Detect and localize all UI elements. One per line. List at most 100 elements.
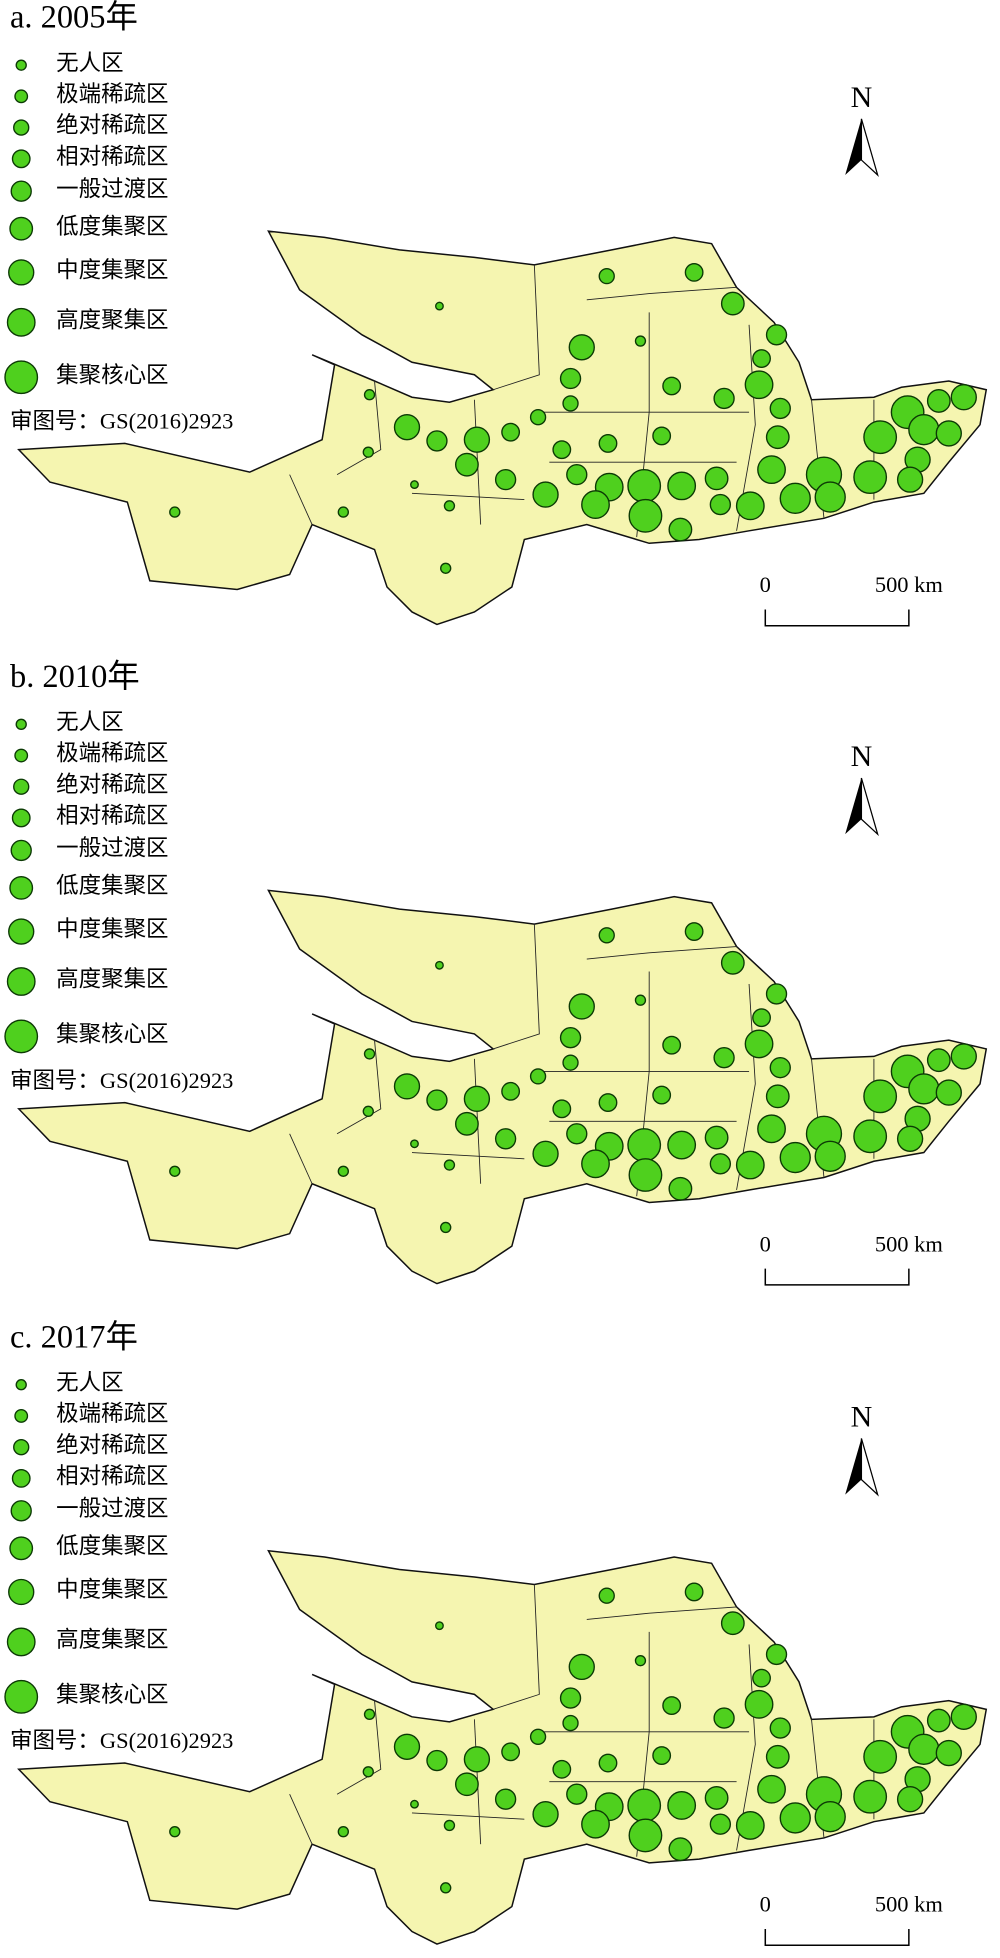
city-symbol (443, 500, 456, 512)
scale-label: 500 km (875, 1231, 944, 1256)
city-symbol (652, 426, 672, 446)
legend-label: 无人区 (56, 1370, 123, 1395)
city-symbol (935, 1739, 962, 1767)
legend-label: 相对稀疏区 (56, 803, 168, 828)
city-symbol (926, 389, 951, 413)
city-symbol (908, 1073, 940, 1105)
city-symbol (552, 440, 572, 460)
city-symbol (568, 334, 595, 361)
province-border (289, 474, 313, 525)
city-symbol (566, 1123, 588, 1145)
city-symbol (463, 1085, 491, 1113)
city-symbol (454, 1111, 479, 1136)
city-symbol (779, 1802, 811, 1834)
city-symbol (494, 1788, 517, 1810)
city-symbol (713, 387, 735, 410)
city-symbol (720, 291, 745, 316)
north-label: N (851, 81, 873, 114)
city-symbol (744, 1029, 774, 1059)
city-symbol (704, 466, 729, 491)
legend-label: 低度集聚区 (56, 214, 168, 239)
legend-symbol (13, 778, 30, 795)
scale-label: 0 (760, 1892, 771, 1917)
city-symbol (926, 1048, 951, 1073)
city-symbol (720, 1611, 745, 1636)
city-symbol (950, 1703, 977, 1730)
legend-label: 集聚核心区 (56, 362, 168, 387)
scale-bar (764, 1268, 910, 1286)
province-border (336, 1700, 382, 1795)
city-symbol (735, 1811, 765, 1840)
city-symbol (908, 414, 940, 446)
city-symbol (765, 1084, 790, 1109)
city-symbol (627, 1788, 662, 1823)
city-symbol (863, 1739, 898, 1774)
north-label: N (851, 740, 873, 773)
legend-symbol (8, 1578, 35, 1606)
city-symbol (652, 1085, 672, 1105)
city-symbol (896, 1786, 924, 1813)
city-symbol (501, 1742, 521, 1762)
city-symbol (440, 1221, 452, 1234)
city-symbol (627, 468, 662, 503)
city-symbol (634, 994, 647, 1006)
legend-symbol (6, 307, 36, 337)
city-symbol (410, 1799, 419, 1809)
city-symbol (443, 1819, 456, 1832)
city-symbol (169, 1165, 181, 1177)
city-symbol (562, 395, 579, 412)
legend-symbol (10, 180, 32, 202)
city-symbol (752, 349, 771, 368)
legend-symbol (15, 1379, 27, 1391)
legend-label: 集聚核心区 (56, 1022, 168, 1047)
city-symbol (426, 430, 448, 452)
north-arrow-left (845, 778, 862, 835)
city-symbol (598, 927, 615, 944)
north-arrow-left (845, 1438, 862, 1495)
city-symbol (410, 480, 419, 490)
legend-label: 集聚核心区 (56, 1682, 168, 1707)
city-symbol (454, 452, 479, 477)
legend-symbol (15, 718, 27, 730)
city-symbol (363, 389, 376, 401)
city-symbol (559, 1687, 582, 1709)
scale-label: 500 km (875, 572, 944, 597)
city-symbol (627, 1128, 662, 1162)
map-panel: a. 2005年无人区极端稀疏区绝对稀疏区相对稀疏区一般过渡区低度集聚区中度集聚… (4, 0, 988, 627)
legend-symbol (14, 1409, 29, 1423)
north-arrow-right (860, 777, 879, 837)
legend-label: 低度集聚区 (56, 873, 168, 898)
city-symbol (494, 1128, 517, 1150)
city-symbol (363, 1048, 376, 1060)
scale-bar (764, 1929, 910, 1947)
legend-label: 一般过渡区 (56, 1496, 168, 1521)
city-symbol (529, 1068, 547, 1085)
city-symbol (426, 1749, 448, 1772)
city-symbol (752, 1668, 771, 1688)
legend-symbol (6, 967, 36, 996)
city-symbol (362, 1105, 374, 1118)
city-symbol (568, 1653, 595, 1681)
city-symbol (896, 466, 924, 493)
city-symbol (393, 414, 421, 441)
city-symbol (853, 1779, 888, 1814)
province-border (586, 1606, 737, 1620)
city-symbol (581, 1809, 610, 1839)
province-border (336, 380, 382, 476)
legend-label: 高度聚集区 (56, 967, 168, 992)
city-symbol (765, 324, 788, 346)
city-symbol (757, 1114, 786, 1144)
legend-label: 一般过渡区 (56, 176, 168, 201)
city-symbol (684, 1582, 704, 1602)
city-symbol (709, 493, 732, 516)
legend-symbol (8, 918, 35, 945)
city-symbol (720, 950, 745, 975)
city-symbol (362, 446, 374, 458)
legend-symbol (9, 216, 34, 241)
city-symbol (667, 1130, 697, 1160)
province-border (492, 1584, 540, 1710)
city-symbol (769, 1056, 791, 1079)
city-symbol (494, 468, 517, 491)
panel-title: b. 2010年 (10, 658, 140, 695)
